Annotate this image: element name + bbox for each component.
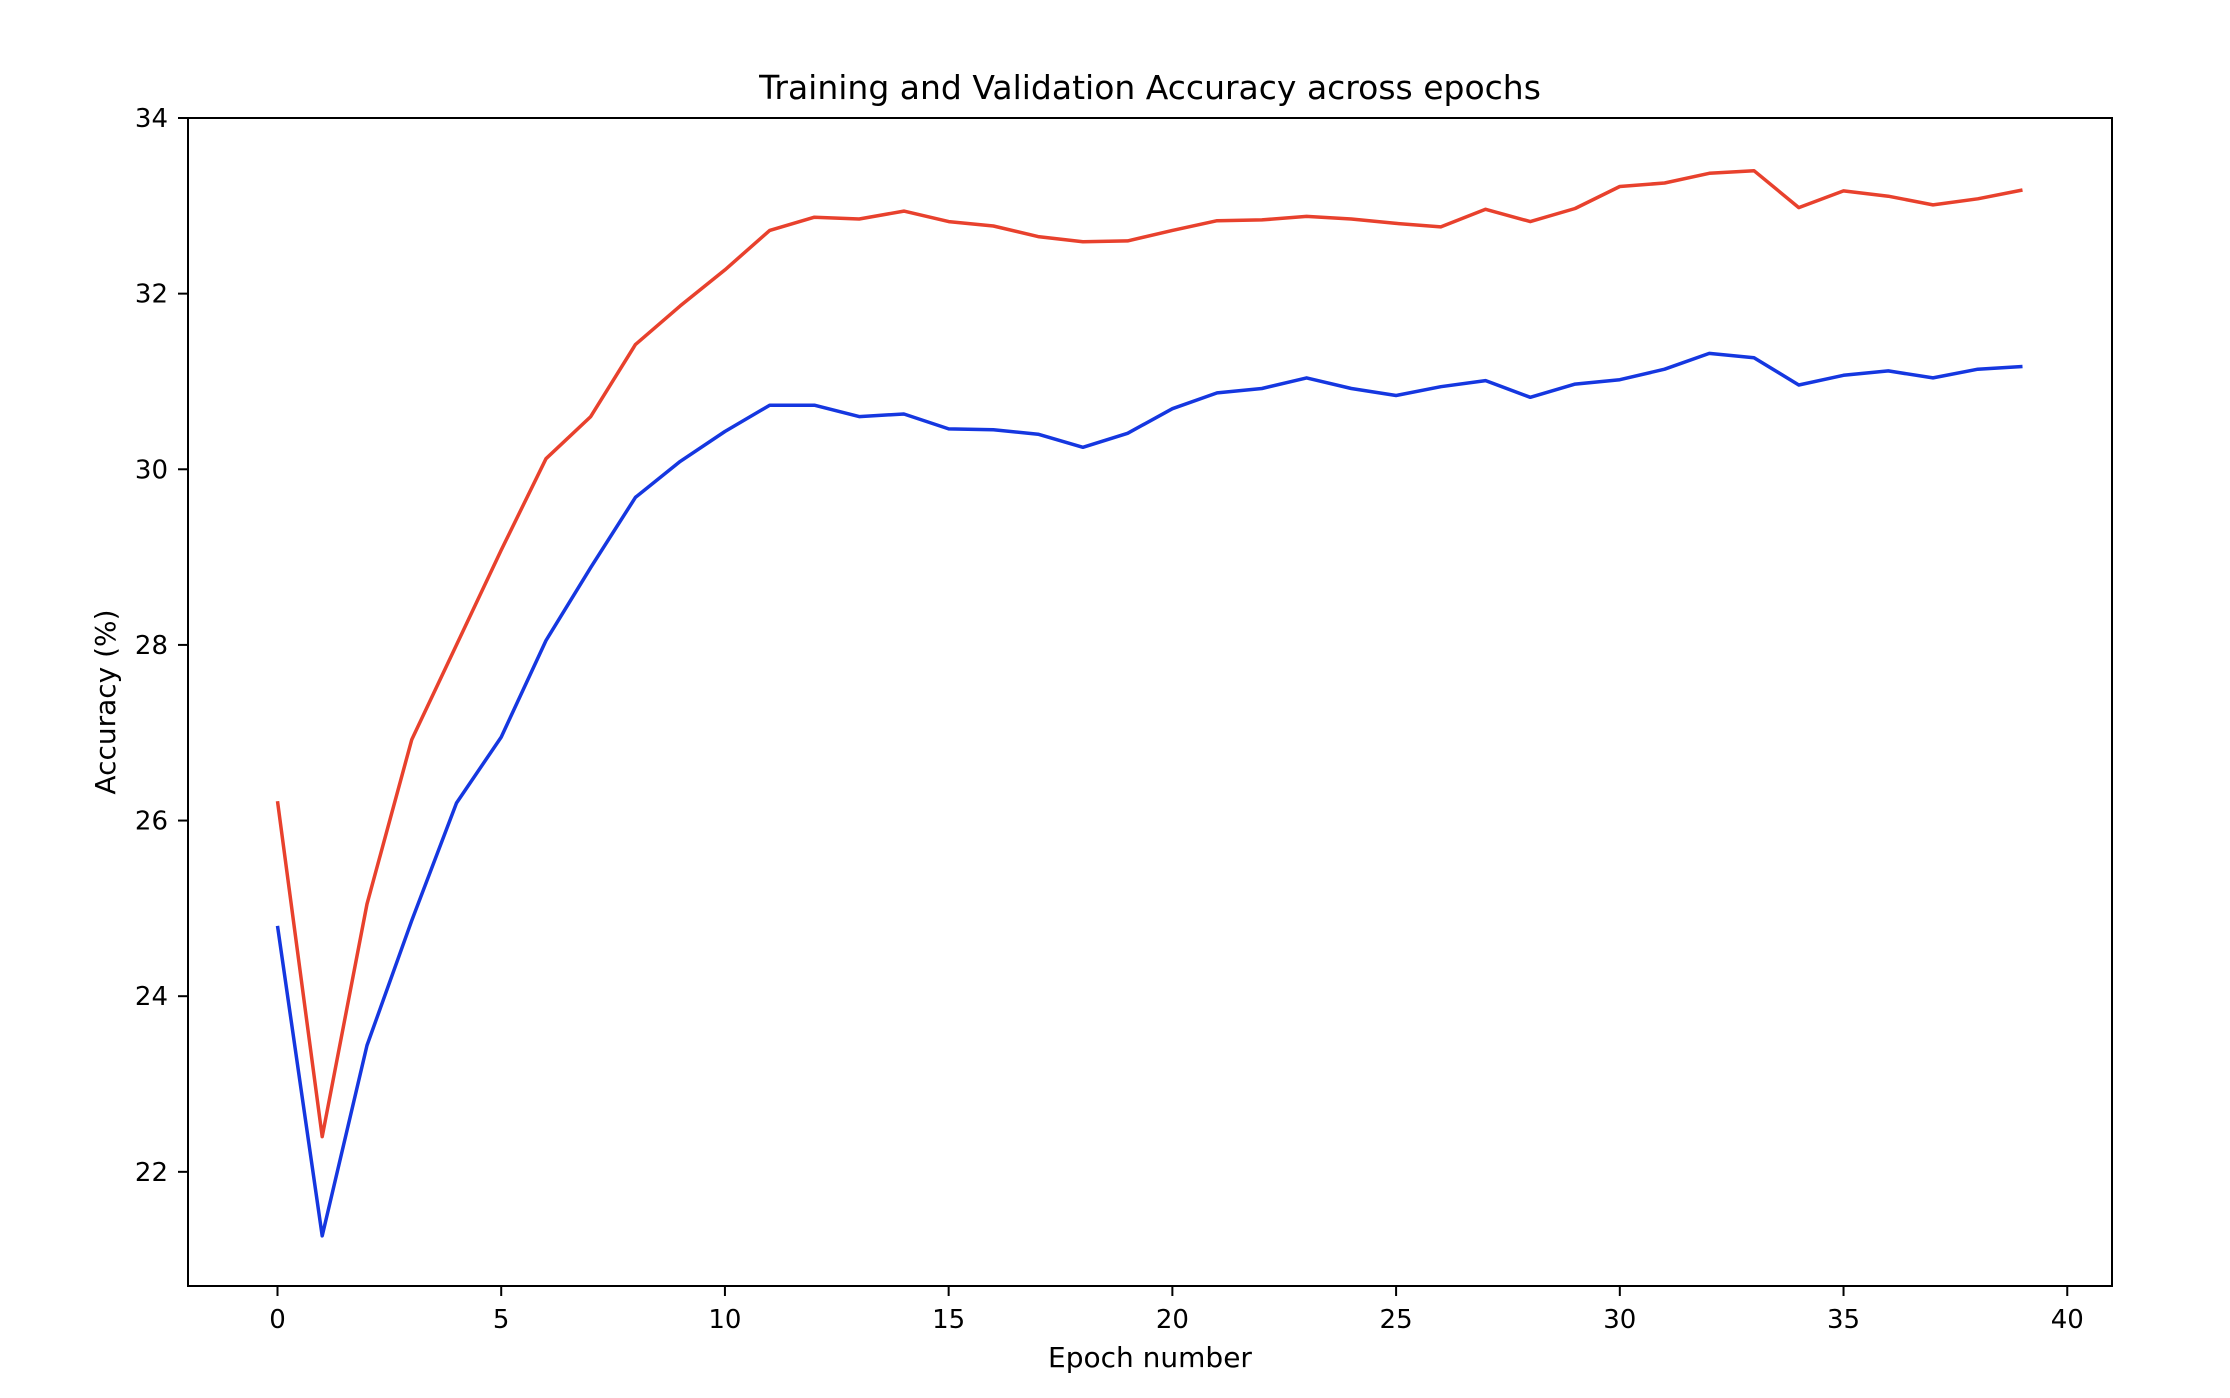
x-tick-label: 0 [269,1305,286,1335]
x-tick-label: 5 [493,1305,510,1335]
x-tick-label: 20 [1156,1305,1189,1335]
y-tick-label: 30 [135,455,168,485]
x-tick-label: 15 [932,1305,965,1335]
x-tick-label: 35 [1827,1305,1860,1335]
y-tick-label: 34 [135,104,168,134]
y-axis-ticks: 22 24 26 28 30 32 34 [135,104,188,1188]
y-tick-label: 28 [135,631,168,661]
series-layer [275,168,2023,1238]
x-tick-label: 30 [1603,1305,1636,1335]
x-tick-label: 25 [1380,1305,1413,1335]
series-line-2 [275,351,2023,1238]
x-axis-ticks: 0 5 10 15 20 25 30 35 40 [269,1286,2084,1335]
y-tick-label: 32 [135,280,168,310]
plot-area-frame [187,117,2113,1287]
x-tick-label: 10 [708,1305,741,1335]
y-tick-label: 22 [135,1158,168,1188]
y-tick-label: 26 [135,807,168,837]
x-axis-label: Epoch number [1048,1341,1252,1374]
x-tick-label: 40 [2051,1305,2084,1335]
chart-title: Training and Validation Accuracy across … [758,68,1541,107]
y-tick-label: 24 [135,982,168,1012]
series-line-1 [275,168,2023,1139]
y-axis-label: Accuracy (%) [89,609,122,794]
